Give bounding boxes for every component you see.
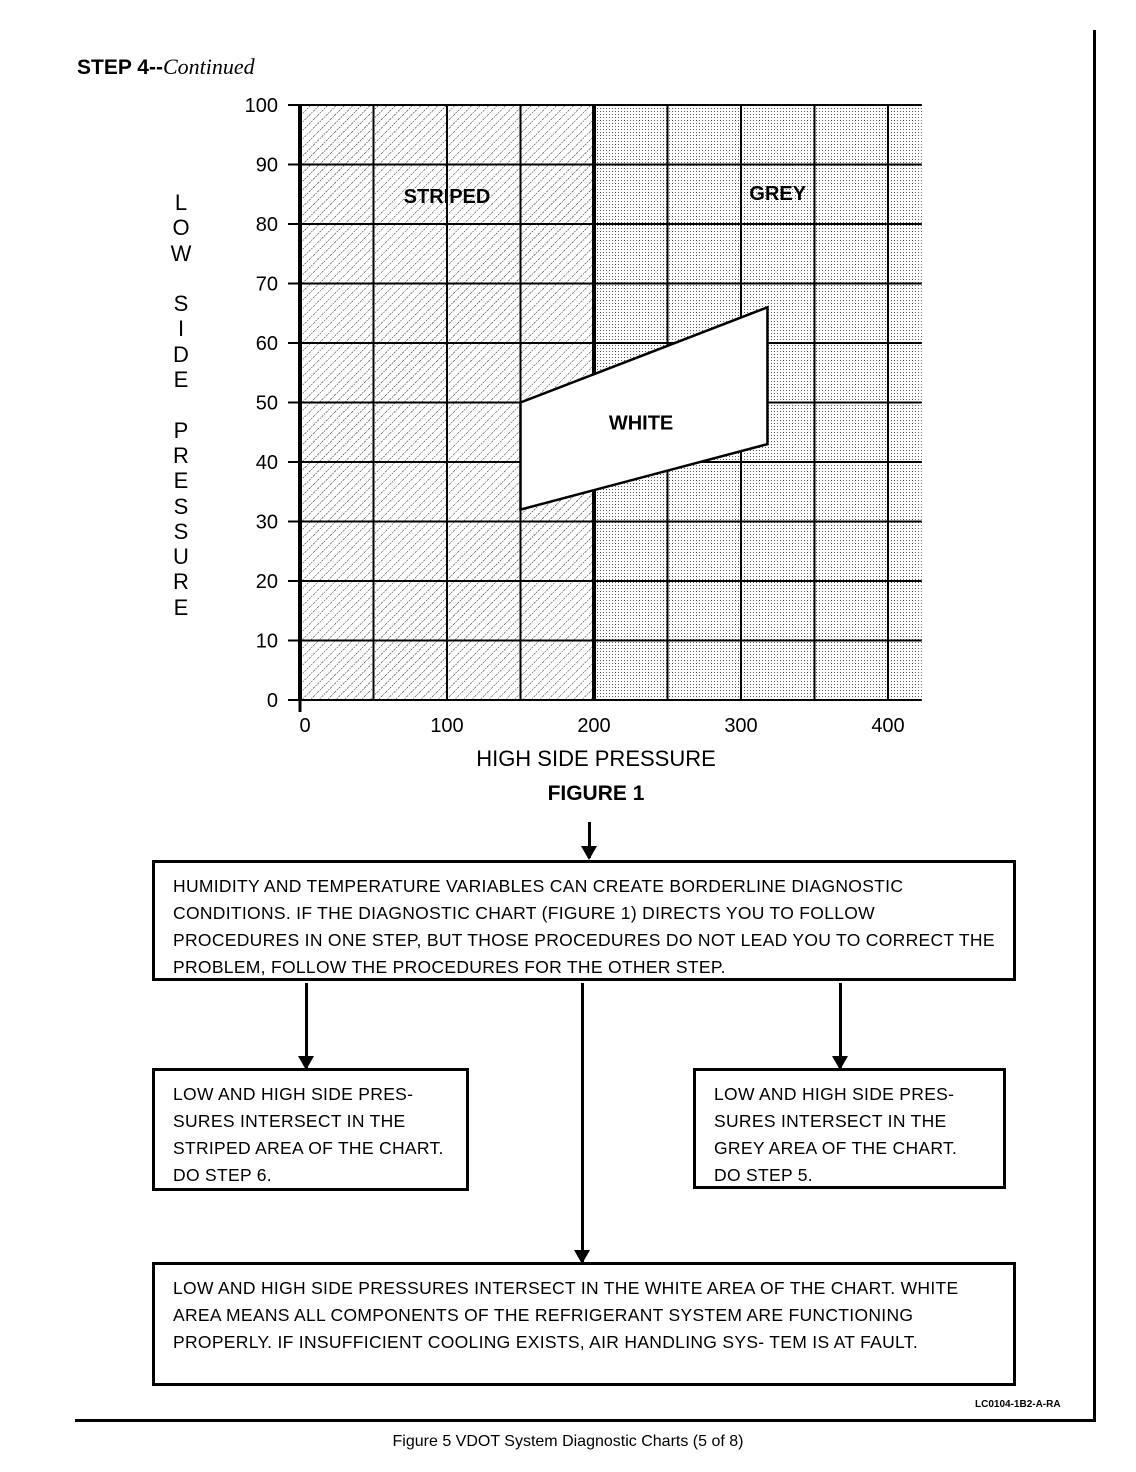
y-axis-label-letter: R — [173, 442, 189, 468]
y-tick-label: 30 — [256, 512, 278, 534]
intro-box: HUMIDITY AND TEMPERATURE VARIABLES CAN C… — [152, 860, 1016, 981]
region-label-grey: GREY — [749, 183, 806, 205]
region-label-striped: STRIPED — [404, 186, 491, 208]
y-tick-label: 10 — [256, 631, 278, 653]
y-axis-label-letter: E — [173, 594, 189, 620]
arrow-down-icon — [298, 983, 314, 1070]
x-axis-label: HIGH SIDE PRESSURE — [476, 746, 716, 771]
y-axis-label-letter: S — [173, 291, 189, 317]
y-axis-label-letter: S — [173, 493, 189, 519]
diagnostic-chart: 0 10 20 30 40 50 60 70 80 90 100 0 100 200 300 400 STRI… — [245, 95, 922, 805]
arrow-down-icon — [832, 983, 848, 1070]
y-tick-label: 40 — [256, 452, 278, 474]
y-axis-label-letter: U — [173, 544, 189, 570]
y-axis-label-letter: E — [173, 367, 189, 393]
arrow-down-icon — [574, 983, 590, 1264]
white-region — [519, 305, 769, 512]
x-tick-label: 100 — [430, 715, 463, 737]
y-tick-label: 90 — [256, 155, 278, 177]
y-axis-label-letter: O — [172, 215, 190, 241]
x-tick-label: 0 — [299, 715, 310, 737]
y-tick-label: 0 — [267, 690, 278, 712]
y-tick-label: 80 — [256, 214, 278, 236]
y-tick-label: 100 — [245, 95, 278, 117]
y-axis-label-letter: L — [174, 190, 188, 215]
region-label-white: WHITE — [609, 412, 673, 434]
y-tick-label: 60 — [256, 333, 278, 355]
striped-result-box: LOW AND HIGH SIDE PRES- SURES INTERSECT … — [152, 1068, 469, 1191]
x-tick-label: 200 — [577, 715, 610, 737]
page-border-right — [1093, 30, 1096, 1422]
figure-title: FIGURE 1 — [548, 782, 645, 805]
y-tick-label: 50 — [256, 393, 278, 415]
arrow-down-icon — [581, 822, 597, 860]
y-axis-label-letter: W — [170, 240, 192, 266]
y-axis-label-letter: P — [173, 417, 189, 443]
y-tick-label: 20 — [256, 571, 278, 593]
y-axis-label-letter: R — [173, 569, 189, 595]
grey-result-box: LOW AND HIGH SIDE PRES- SURES INTERSECT … — [693, 1068, 1006, 1189]
figure-caption: Figure 5 VDOT System Diagnostic Charts (… — [392, 1433, 744, 1450]
x-tick-label: 400 — [871, 715, 904, 737]
y-axis-label-letter: D — [173, 341, 189, 367]
y-tick-label: 70 — [256, 274, 278, 296]
page-border-bottom — [75, 1419, 1096, 1422]
figure-code: LC0104-1B2-A-RA — [975, 1399, 1061, 1410]
y-axis-label-letter: S — [173, 518, 189, 544]
step-heading: STEP 4--Continued — [77, 54, 255, 79]
y-axis-label-letter: I — [177, 316, 185, 342]
white-result-box: LOW AND HIGH SIDE PRESSURES INTERSECT IN… — [152, 1262, 1016, 1386]
y-axis-label-letter: E — [173, 468, 189, 494]
x-tick-label: 300 — [724, 715, 757, 737]
